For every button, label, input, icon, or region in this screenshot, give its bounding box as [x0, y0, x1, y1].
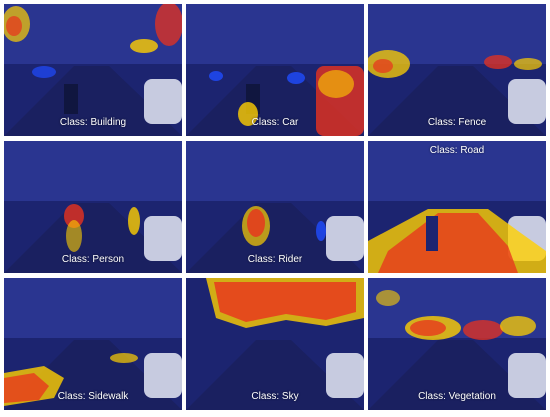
panel-caption: Class: Building — [59, 117, 127, 128]
heatmap-overlay-building — [4, 4, 182, 78]
scene-image-rider — [186, 141, 364, 273]
panel-rider: Class: Rider — [186, 141, 364, 273]
panel-caption: Class: Person — [61, 254, 125, 265]
panel-car: Class: Car — [186, 4, 364, 136]
panel-caption: Class: Sidewalk — [57, 391, 129, 402]
heatmap-overlay-road — [368, 209, 546, 273]
scene-image-sky — [186, 278, 364, 410]
panel-caption: Class: Road — [429, 145, 485, 156]
heatmap-overlay-rider — [242, 206, 326, 246]
scene-image-road — [368, 141, 546, 273]
panel-building: Class: Building — [4, 4, 182, 136]
heatmap-overlay-sky — [206, 278, 364, 328]
panel-person: Class: Person — [4, 141, 182, 273]
scene-image-building — [4, 4, 182, 136]
panel-caption: Class: Vegetation — [418, 391, 496, 402]
panel-road: Class: Road — [368, 141, 546, 273]
panel-fence: Class: Fence — [368, 4, 546, 136]
heatmap-overlay-person — [64, 204, 140, 252]
heatmap-overlay-car — [209, 66, 364, 136]
scene-image-sidewalk — [4, 278, 182, 410]
panel-caption: Class: Sky — [251, 391, 299, 402]
scene-image-vegetation — [368, 278, 546, 410]
scene-image-car — [186, 4, 364, 136]
panel-caption: Class: Rider — [247, 254, 303, 265]
heatmap-overlay-vegetation — [376, 290, 536, 340]
heatmap-overlay-fence — [368, 50, 542, 78]
scene-image-fence — [368, 4, 546, 136]
panel-caption: Class: Car — [251, 117, 299, 128]
scene-image-person — [4, 141, 182, 273]
panel-vegetation: Class: Vegetation — [368, 278, 546, 410]
heatmap-overlay-sidewalk — [4, 353, 138, 406]
heatmap-grid: Class: Building Class: Car — [4, 4, 546, 413]
panel-sidewalk: Class: Sidewalk — [4, 278, 182, 410]
panel-sky: Class: Sky — [186, 278, 364, 410]
panel-caption: Class: Fence — [427, 117, 487, 128]
